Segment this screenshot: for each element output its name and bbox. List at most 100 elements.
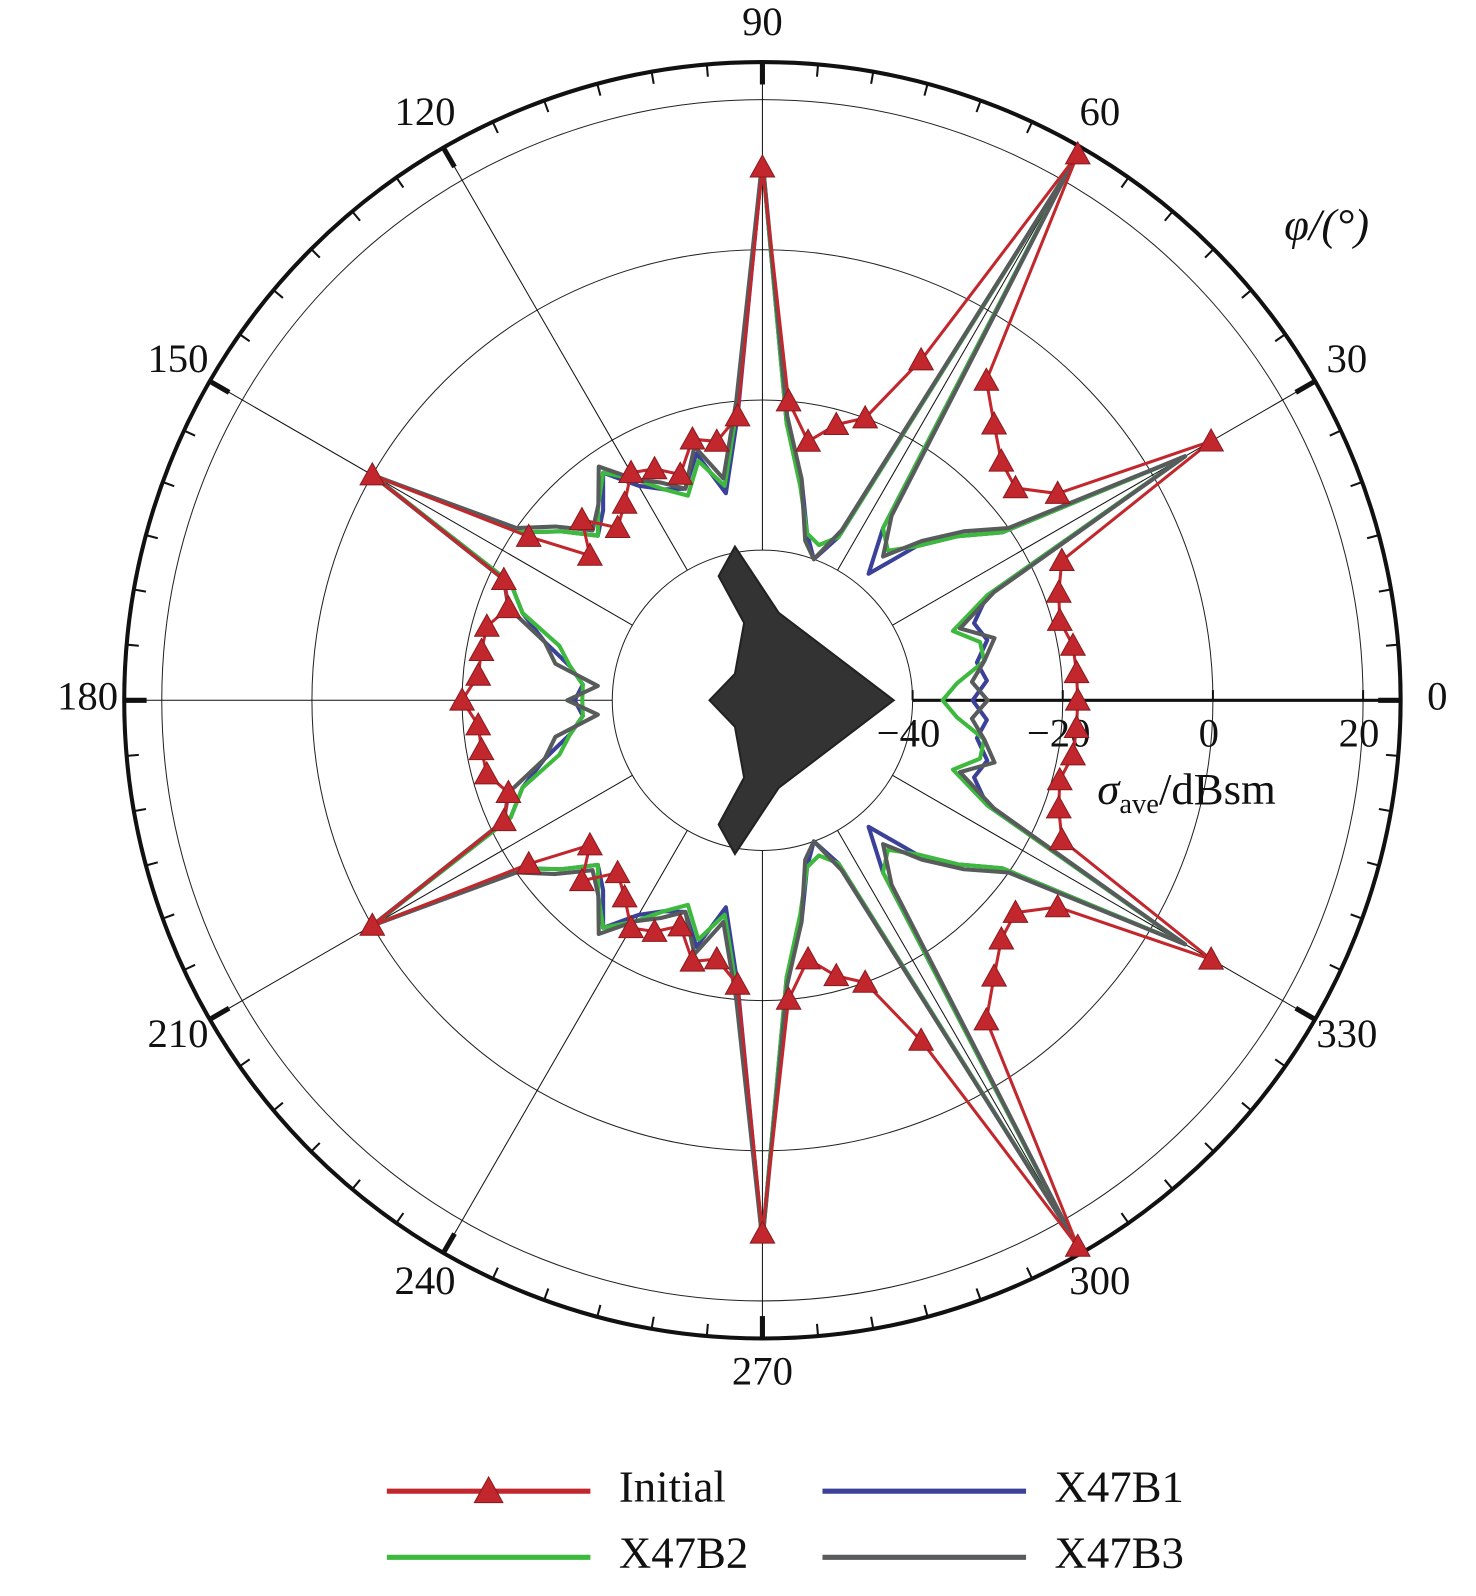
theta-tick-label: 270 [732, 1348, 793, 1393]
marker [823, 411, 850, 435]
theta-minor-tick [705, 1323, 709, 1337]
theta-minor-tick [162, 481, 175, 488]
marker [473, 613, 500, 637]
theta-minor-tick [1350, 913, 1363, 920]
theta-minor-tick [1120, 176, 1130, 189]
theta-minor-tick [1366, 534, 1380, 540]
marker [749, 153, 776, 178]
marker [908, 1027, 935, 1051]
theta-axis-label: φ/(°) [1284, 199, 1369, 249]
theta-minor-tick [650, 1316, 655, 1329]
theta-minor-tick [1274, 333, 1286, 343]
marker [568, 506, 595, 531]
theta-minor-tick [183, 429, 196, 437]
theta-minor-tick [442, 1241, 451, 1254]
theta-tick-label: 120 [394, 89, 455, 134]
marker [641, 455, 668, 480]
r-tick-label: −40 [877, 710, 941, 755]
theta-minor-tick [1241, 289, 1252, 299]
marker [1002, 899, 1029, 923]
theta-minor-tick [1385, 753, 1399, 757]
theta-minor-tick [351, 1179, 361, 1190]
marker [568, 867, 595, 892]
theta-tick-label: 240 [394, 1258, 455, 1303]
marker [703, 428, 730, 452]
theta-minor-tick [310, 1142, 321, 1153]
theta-minor-tick [1204, 1142, 1215, 1153]
marker [988, 925, 1015, 950]
theta-minor-tick [1378, 588, 1392, 593]
theta-minor-tick [1026, 1267, 1034, 1280]
theta-minor-tick [1350, 481, 1363, 488]
marker [576, 542, 603, 566]
marker [1044, 893, 1071, 918]
theta-tick-label: 210 [147, 1011, 208, 1056]
theta-tick-label: 30 [1327, 336, 1368, 381]
marker [679, 425, 706, 450]
marker [1063, 714, 1090, 739]
theta-tick-label: 150 [147, 336, 208, 381]
marker [667, 461, 694, 485]
theta-minor-tick [491, 121, 499, 134]
theta-minor-tick [162, 913, 175, 920]
legend-label: X47B2 [619, 1528, 748, 1578]
marker [611, 883, 638, 908]
theta-minor-tick [272, 289, 284, 299]
theta-minor-tick [491, 1267, 499, 1280]
legend-label: X47B1 [1055, 1461, 1184, 1511]
marker [473, 760, 500, 785]
spoke [892, 380, 1316, 626]
theta-minor-tick [1026, 121, 1034, 134]
theta-minor-tick [1329, 429, 1342, 437]
theta-tick-label: 0 [1427, 674, 1447, 719]
marker [1045, 794, 1072, 819]
theta-minor-tick [395, 176, 405, 189]
marker [775, 387, 802, 412]
spoke [892, 774, 1316, 1020]
legend-label: X47B3 [1055, 1528, 1184, 1578]
spoke [837, 147, 1082, 571]
theta-minor-tick [1304, 380, 1316, 389]
marker [724, 971, 751, 995]
spoke [442, 830, 688, 1254]
theta-minor-tick [310, 248, 321, 259]
theta-minor-tick [395, 1212, 405, 1224]
marker [465, 662, 492, 686]
marker [495, 779, 522, 804]
marker [617, 914, 645, 939]
theta-minor-tick [145, 861, 159, 867]
marker [749, 1220, 776, 1244]
marker [617, 459, 645, 483]
theta-minor-tick [1274, 1058, 1286, 1068]
marker [1048, 826, 1075, 851]
theta-minor-tick [596, 1304, 602, 1317]
r-tick-label: 0 [1199, 710, 1219, 755]
marker [794, 945, 822, 970]
theta-tick-label: 90 [742, 0, 783, 44]
marker [794, 428, 822, 452]
theta-tick-label: 300 [1069, 1258, 1130, 1303]
marker [490, 566, 517, 590]
marker [775, 986, 802, 1010]
legend-label: Initial [619, 1461, 726, 1511]
marker [1002, 474, 1029, 499]
marker [973, 367, 1000, 391]
marker [981, 963, 1008, 987]
marker [468, 637, 495, 662]
theta-minor-tick [1164, 210, 1174, 222]
marker [468, 736, 495, 761]
spoke [442, 147, 688, 571]
theta-minor-tick [351, 210, 361, 222]
theta-minor-tick [923, 83, 929, 96]
marker [465, 711, 492, 736]
marker [981, 410, 1008, 435]
marker [1064, 140, 1091, 165]
marker [359, 461, 386, 486]
theta-minor-tick [543, 100, 550, 113]
theta-minor-tick [133, 807, 147, 813]
marker [604, 514, 631, 539]
marker [908, 346, 935, 371]
marker [1064, 687, 1091, 711]
theta-minor-tick [596, 83, 602, 96]
